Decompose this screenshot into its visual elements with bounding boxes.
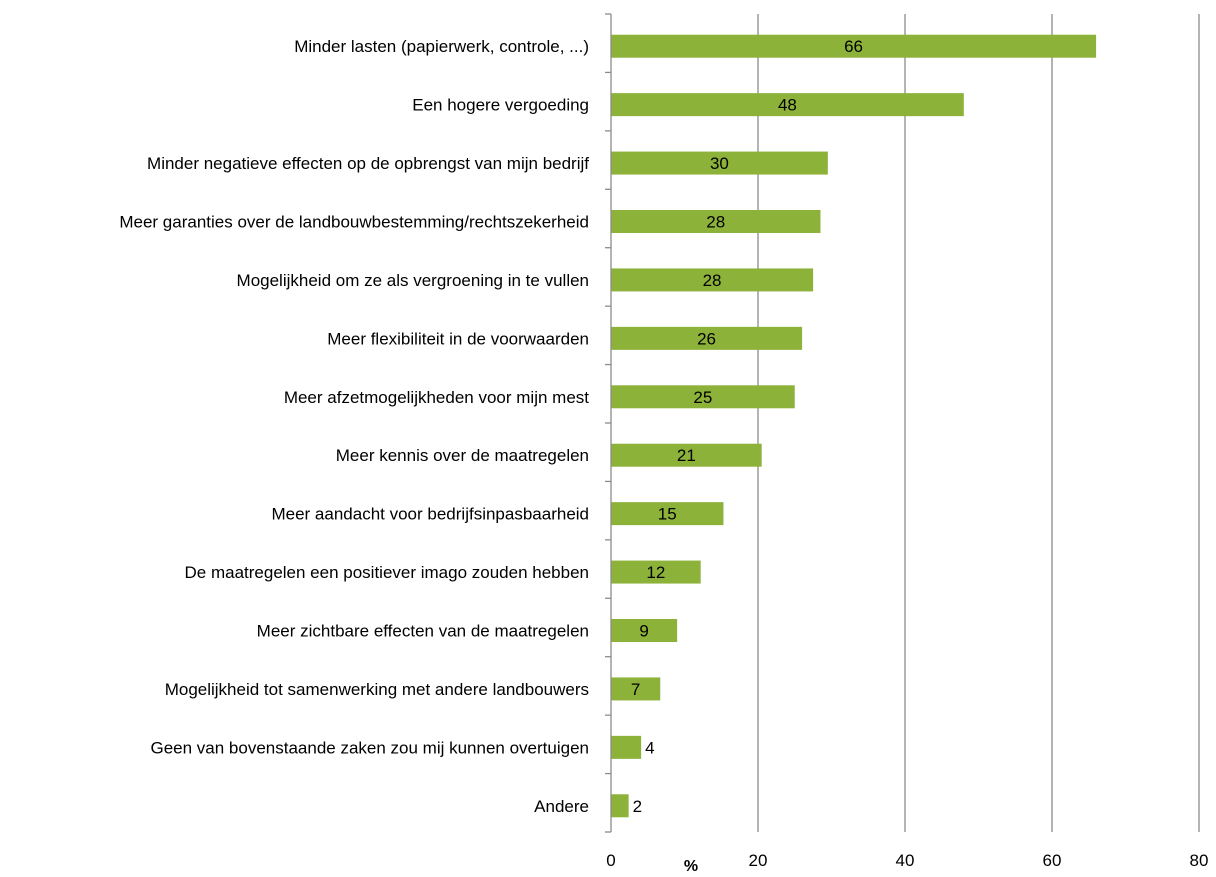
data-label: 9	[639, 622, 648, 641]
category-axis	[605, 13, 612, 833]
category-label: Mogelijkheid tot samenwerking met andere…	[165, 680, 589, 699]
data-label: 4	[645, 738, 654, 757]
bar	[611, 151, 828, 175]
category-label: Meer zichtbare effecten van de maatregel…	[257, 622, 589, 641]
category-label: Meer afzetmogelijkheden voor mijn mest	[284, 388, 589, 407]
x-axis-label: %	[684, 858, 698, 872]
data-label: 30	[710, 154, 729, 173]
data-label: 25	[693, 388, 712, 407]
x-tick-label: 20	[749, 851, 768, 870]
bar	[611, 210, 821, 233]
bar	[611, 619, 678, 642]
x-tick-label: 40	[896, 851, 915, 870]
bar	[611, 794, 629, 818]
x-tick-label: 80	[1190, 851, 1209, 870]
bar	[611, 34, 1097, 58]
category-label: Meer kennis over de maatregelen	[336, 446, 589, 465]
data-labels: 66 48 30 28 28 26 25 21 15 12 9 7 4 2	[631, 37, 863, 816]
bar	[611, 443, 762, 467]
data-label: 15	[658, 505, 677, 524]
category-label: De maatregelen een positiever imago zoud…	[185, 563, 590, 582]
bars	[611, 34, 1097, 818]
gridlines	[757, 14, 1200, 832]
category-labels: Minder lasten (papierwerk, controle, ...…	[119, 37, 589, 816]
x-tick-labels: 0 20 40 60 80	[606, 851, 1208, 870]
category-label: Minder negatieve effecten op de opbrengs…	[147, 154, 589, 173]
category-label: Meer aandacht voor bedrijfsinpasbaarheid	[271, 505, 589, 524]
category-label: Meer garanties over de landbouwbestemmin…	[119, 213, 589, 232]
data-label: 21	[677, 446, 696, 465]
data-label: 66	[844, 37, 863, 56]
category-label: Meer flexibiliteit in de voorwaarden	[327, 329, 589, 348]
bar	[611, 326, 803, 350]
data-label: 48	[778, 96, 797, 115]
bar	[611, 735, 642, 759]
x-tick-label: 60	[1043, 851, 1062, 870]
data-label: 28	[706, 213, 725, 232]
bar	[611, 93, 964, 117]
x-tick-label: 0	[606, 851, 615, 870]
category-label: Mogelijkheid om ze als vergroening in te…	[237, 271, 589, 290]
data-label: 12	[646, 563, 665, 582]
bar	[611, 677, 661, 701]
category-label: Een hogere vergoeding	[412, 96, 589, 115]
bar	[611, 268, 814, 292]
data-label: 2	[633, 797, 642, 816]
category-label: Andere	[534, 797, 589, 816]
category-label: Minder lasten (papierwerk, controle, ...…	[294, 37, 589, 56]
bar	[611, 502, 724, 526]
category-label: Geen van bovenstaande zaken zou mij kunn…	[150, 738, 589, 757]
bar	[611, 560, 701, 584]
data-label: 28	[703, 271, 722, 290]
bar	[611, 385, 795, 409]
data-label: 7	[631, 680, 640, 699]
data-label: 26	[697, 329, 716, 348]
